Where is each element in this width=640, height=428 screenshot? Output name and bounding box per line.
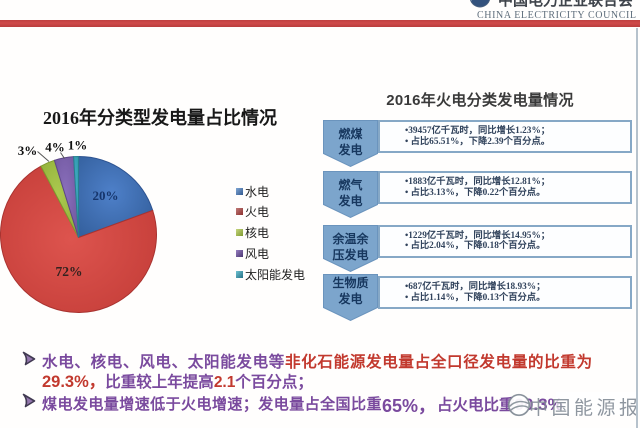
svg-text:3%: 3% xyxy=(18,143,38,158)
svg-text:1%: 1% xyxy=(68,138,88,153)
svg-text:4%: 4% xyxy=(45,140,65,155)
svg-text:72%: 72% xyxy=(56,264,83,279)
svg-text:20%: 20% xyxy=(93,188,119,203)
